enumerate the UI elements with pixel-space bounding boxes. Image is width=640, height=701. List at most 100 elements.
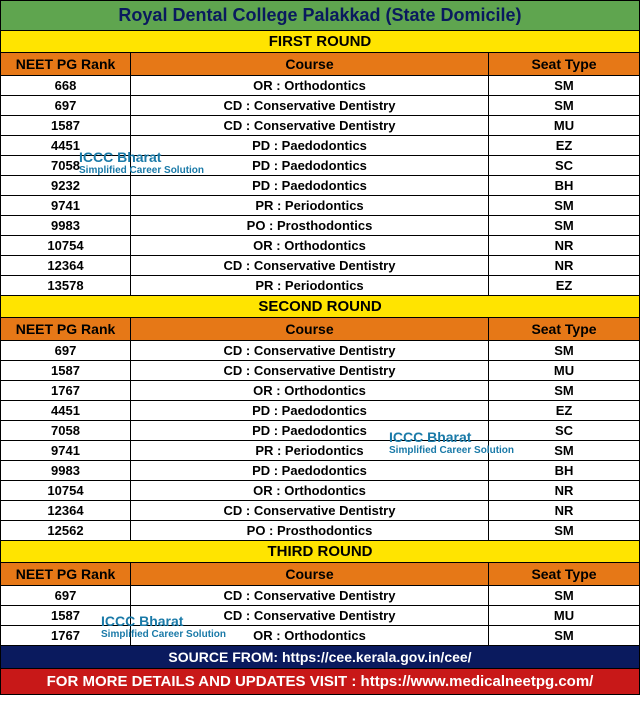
- cell-course: CD : Conservative Dentistry: [131, 586, 489, 605]
- cell-seat: MU: [489, 116, 639, 135]
- cell-course: OR : Orthodontics: [131, 381, 489, 400]
- cell-rank: 697: [1, 586, 131, 605]
- cell-rank: 697: [1, 341, 131, 360]
- round-header: THIRD ROUND: [1, 541, 639, 563]
- cell-rank: 1767: [1, 626, 131, 645]
- col-seat: Seat Type: [489, 563, 639, 585]
- table-row: 668OR : OrthodonticsSM: [1, 76, 639, 96]
- cell-rank: 12562: [1, 521, 131, 540]
- cell-seat: SM: [489, 76, 639, 95]
- table-row: 1767OR : OrthodonticsSM: [1, 381, 639, 401]
- cell-rank: 7058: [1, 156, 131, 175]
- cell-seat: SM: [489, 216, 639, 235]
- cell-rank: 1587: [1, 606, 131, 625]
- table-row: 7058PD : PaedodonticsSC: [1, 421, 639, 441]
- cell-seat: SC: [489, 156, 639, 175]
- cell-course: OR : Orthodontics: [131, 76, 489, 95]
- cell-rank: 697: [1, 96, 131, 115]
- cell-course: CD : Conservative Dentistry: [131, 341, 489, 360]
- col-seat: Seat Type: [489, 53, 639, 75]
- footer-line: FOR MORE DETAILS AND UPDATES VISIT : htt…: [1, 669, 639, 694]
- table-row: 697CD : Conservative DentistrySM: [1, 341, 639, 361]
- cell-rank: 1767: [1, 381, 131, 400]
- table-row: 1587CD : Conservative DentistryMU: [1, 606, 639, 626]
- cell-course: PD : Paedodontics: [131, 136, 489, 155]
- column-header-row: NEET PG RankCourseSeat Type: [1, 563, 639, 586]
- cell-course: OR : Orthodontics: [131, 481, 489, 500]
- table-row: 1587CD : Conservative DentistryMU: [1, 116, 639, 136]
- cell-course: PD : Paedodontics: [131, 421, 489, 440]
- cell-course: PR : Periodontics: [131, 196, 489, 215]
- table-row: 1587CD : Conservative DentistryMU: [1, 361, 639, 381]
- table-row: 9983PO : ProsthodonticsSM: [1, 216, 639, 236]
- cell-course: PD : Paedodontics: [131, 401, 489, 420]
- col-course: Course: [131, 318, 489, 340]
- column-header-row: NEET PG RankCourseSeat Type: [1, 53, 639, 76]
- table-row: 12364CD : Conservative DentistryNR: [1, 501, 639, 521]
- table-row: 697CD : Conservative DentistrySM: [1, 586, 639, 606]
- table-row: 9983PD : PaedodonticsBH: [1, 461, 639, 481]
- col-course: Course: [131, 53, 489, 75]
- cell-seat: SM: [489, 381, 639, 400]
- cell-rank: 9232: [1, 176, 131, 195]
- cell-rank: 10754: [1, 481, 131, 500]
- cell-seat: NR: [489, 256, 639, 275]
- cell-rank: 9983: [1, 461, 131, 480]
- table-row: 1767OR : OrthodonticsSM: [1, 626, 639, 646]
- page-title: Royal Dental College Palakkad (State Dom…: [1, 1, 639, 31]
- cell-course: CD : Conservative Dentistry: [131, 116, 489, 135]
- cell-course: PR : Periodontics: [131, 276, 489, 295]
- col-rank: NEET PG Rank: [1, 563, 131, 585]
- cell-seat: SM: [489, 441, 639, 460]
- cell-seat: SM: [489, 196, 639, 215]
- cell-seat: SM: [489, 586, 639, 605]
- cell-course: CD : Conservative Dentistry: [131, 361, 489, 380]
- cell-course: CD : Conservative Dentistry: [131, 256, 489, 275]
- cell-rank: 1587: [1, 116, 131, 135]
- cell-seat: SM: [489, 626, 639, 645]
- cell-seat: BH: [489, 461, 639, 480]
- cell-course: PO : Prosthodontics: [131, 216, 489, 235]
- cell-rank: 9741: [1, 441, 131, 460]
- cell-rank: 668: [1, 76, 131, 95]
- col-course: Course: [131, 563, 489, 585]
- col-rank: NEET PG Rank: [1, 53, 131, 75]
- cutoff-table: Royal Dental College Palakkad (State Dom…: [0, 0, 640, 695]
- cell-seat: SM: [489, 341, 639, 360]
- table-row: 10754OR : OrthodonticsNR: [1, 481, 639, 501]
- cell-course: CD : Conservative Dentistry: [131, 501, 489, 520]
- table-row: 10754OR : OrthodonticsNR: [1, 236, 639, 256]
- cell-rank: 9983: [1, 216, 131, 235]
- table-row: 12364CD : Conservative DentistryNR: [1, 256, 639, 276]
- table-row: 9741PR : PeriodonticsSM: [1, 441, 639, 461]
- cell-course: PR : Periodontics: [131, 441, 489, 460]
- cell-rank: 9741: [1, 196, 131, 215]
- cell-course: OR : Orthodontics: [131, 626, 489, 645]
- cell-rank: 4451: [1, 136, 131, 155]
- col-rank: NEET PG Rank: [1, 318, 131, 340]
- cell-seat: MU: [489, 361, 639, 380]
- cell-rank: 12364: [1, 256, 131, 275]
- round-header: SECOND ROUND: [1, 296, 639, 318]
- column-header-row: NEET PG RankCourseSeat Type: [1, 318, 639, 341]
- cell-seat: EZ: [489, 401, 639, 420]
- round-header: FIRST ROUND: [1, 31, 639, 53]
- cell-seat: NR: [489, 236, 639, 255]
- cell-seat: NR: [489, 501, 639, 520]
- table-row: 4451PD : PaedodonticsEZ: [1, 401, 639, 421]
- source-line: SOURCE FROM: https://cee.kerala.gov.in/c…: [1, 646, 639, 669]
- cell-course: CD : Conservative Dentistry: [131, 606, 489, 625]
- cell-course: PO : Prosthodontics: [131, 521, 489, 540]
- table-row: 12562PO : ProsthodonticsSM: [1, 521, 639, 541]
- cell-course: PD : Paedodontics: [131, 461, 489, 480]
- cell-seat: EZ: [489, 136, 639, 155]
- cell-course: PD : Paedodontics: [131, 156, 489, 175]
- cell-course: OR : Orthodontics: [131, 236, 489, 255]
- cell-rank: 4451: [1, 401, 131, 420]
- cell-rank: 10754: [1, 236, 131, 255]
- col-seat: Seat Type: [489, 318, 639, 340]
- cell-seat: SM: [489, 521, 639, 540]
- cell-rank: 1587: [1, 361, 131, 380]
- cell-seat: NR: [489, 481, 639, 500]
- cell-rank: 12364: [1, 501, 131, 520]
